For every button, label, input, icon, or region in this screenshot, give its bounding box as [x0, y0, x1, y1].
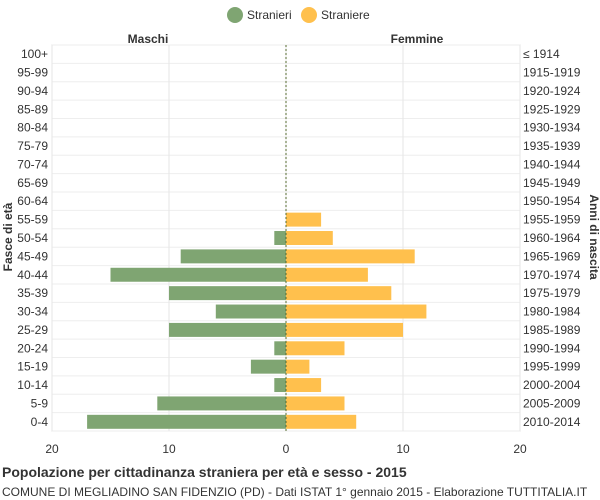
age-label: 70-74 [17, 157, 48, 171]
legend: Stranieri Straniere [227, 7, 370, 23]
bar-stranieri-20-24 [274, 341, 286, 356]
age-label: 50-54 [17, 231, 48, 245]
birth-year-label: 2005-2009 [523, 396, 581, 410]
birth-year-label: 2010-2014 [523, 415, 581, 429]
chart-caption-title: Popolazione per cittadinanza straniera p… [2, 464, 407, 480]
birth-year-label: 1945-1949 [523, 176, 581, 190]
age-label: 60-64 [17, 194, 48, 208]
age-label: 10-14 [17, 378, 48, 392]
birth-year-label: ≤ 1914 [523, 47, 560, 61]
age-label: 90-94 [17, 84, 48, 98]
age-label: 65-69 [17, 176, 48, 190]
labels-layer: 100+ ≤ 1914 95-99 1915-1919 90-94 1920-1924 85… [17, 47, 580, 456]
age-label: 15-19 [17, 360, 48, 374]
bars-layer [87, 45, 427, 431]
y-axis-title-right: Anni di nascita [587, 194, 600, 280]
age-label: 35-39 [17, 286, 48, 300]
age-label: 85-89 [17, 102, 48, 116]
bar-straniere-5-9 [286, 396, 345, 411]
x-tick-label: 10 [162, 442, 176, 456]
bar-stranieri-5-9 [157, 396, 286, 411]
x-tick-label: 0 [283, 442, 290, 456]
birth-year-label: 1920-1924 [523, 84, 581, 98]
bar-straniere-30-34 [286, 304, 427, 319]
bar-stranieri-35-39 [169, 286, 286, 301]
x-tick-label: 20 [513, 442, 527, 456]
y-axis-title-left: Fasce di età [1, 202, 15, 271]
birth-year-label: 1915-1919 [523, 66, 581, 80]
birth-year-label: 1930-1934 [523, 121, 581, 135]
bar-straniere-0-4 [286, 414, 357, 429]
legend-label-stranieri: Stranieri [247, 8, 292, 22]
bar-stranieri-0-4 [87, 414, 286, 429]
birth-year-label: 1950-1954 [523, 194, 581, 208]
bar-straniere-50-54 [286, 231, 333, 245]
bar-straniere-35-39 [286, 286, 392, 301]
bar-straniere-10-14 [286, 378, 322, 393]
right-side-title: Femmine [391, 32, 444, 46]
age-label: 20-24 [17, 341, 48, 355]
bar-stranieri-50-54 [274, 231, 286, 245]
bar-stranieri-45-49 [180, 249, 286, 264]
age-label: 95-99 [17, 66, 48, 80]
chart-caption-source: COMUNE DI MEGLIADINO SAN FIDENZIO (PD) -… [2, 485, 588, 499]
age-label: 40-44 [17, 268, 48, 282]
x-tick-label: 10 [396, 442, 410, 456]
birth-year-label: 1925-1929 [523, 102, 581, 116]
left-side-title: Maschi [128, 32, 169, 46]
age-label: 55-59 [17, 213, 48, 227]
birth-year-label: 1955-1959 [523, 213, 581, 227]
bar-straniere-40-44 [286, 267, 368, 282]
age-label: 75-79 [17, 139, 48, 153]
bar-stranieri-40-44 [110, 267, 286, 282]
bar-straniere-55-59 [286, 212, 322, 227]
bar-stranieri-25-29 [169, 322, 286, 337]
legend-swatch-straniere [301, 7, 317, 23]
age-label: 30-34 [17, 305, 48, 319]
birth-year-label: 1970-1974 [523, 268, 581, 282]
birth-year-label: 1935-1939 [523, 139, 581, 153]
bar-stranieri-30-34 [215, 304, 286, 319]
birth-year-label: 2000-2004 [523, 378, 581, 392]
birth-year-label: 1940-1944 [523, 157, 581, 171]
bar-straniere-20-24 [286, 341, 345, 356]
bar-straniere-25-29 [286, 322, 403, 337]
age-label: 0-4 [31, 415, 49, 429]
birth-year-label: 1995-1999 [523, 360, 581, 374]
bar-straniere-15-19 [286, 359, 310, 374]
birth-year-label: 1990-1994 [523, 341, 581, 355]
birth-year-label: 1960-1964 [523, 231, 581, 245]
legend-label-straniere: Straniere [321, 8, 370, 22]
bar-stranieri-10-14 [274, 378, 286, 393]
age-label: 80-84 [17, 121, 48, 135]
birth-year-label: 1985-1989 [523, 323, 581, 337]
birth-year-label: 1975-1979 [523, 286, 581, 300]
age-label: 100+ [21, 47, 48, 61]
age-label: 25-29 [17, 323, 48, 337]
age-label: 45-49 [17, 249, 48, 263]
x-tick-label: 20 [45, 442, 59, 456]
birth-year-label: 1980-1984 [523, 305, 581, 319]
bar-stranieri-15-19 [250, 359, 286, 374]
legend-swatch-stranieri [227, 7, 243, 23]
bar-straniere-45-49 [286, 249, 415, 264]
birth-year-label: 1965-1969 [523, 249, 581, 263]
age-label: 5-9 [31, 396, 49, 410]
